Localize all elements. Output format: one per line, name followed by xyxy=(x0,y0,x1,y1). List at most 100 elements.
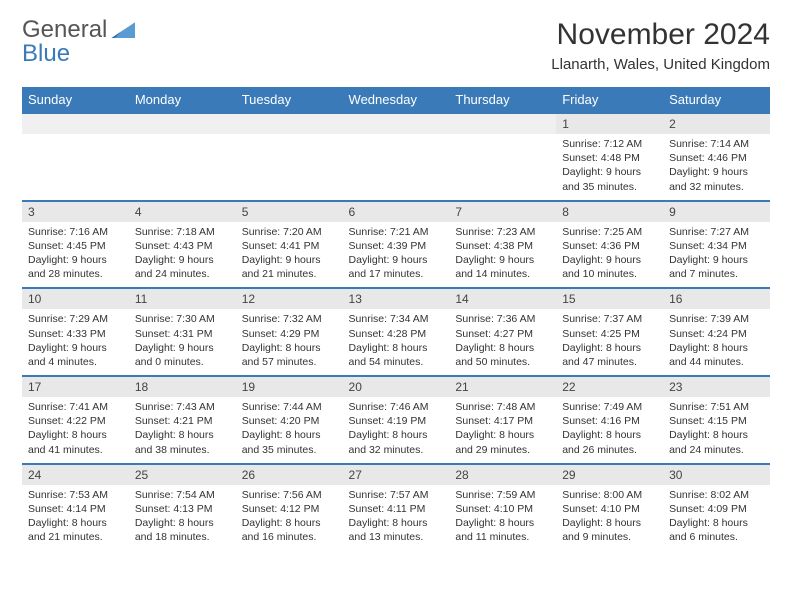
day-cell xyxy=(343,113,450,201)
sunrise-text: Sunrise: 7:29 AM xyxy=(28,312,123,326)
sunrise-text: Sunrise: 7:59 AM xyxy=(455,488,550,502)
sunset-text: Sunset: 4:41 PM xyxy=(242,239,337,253)
week-row: 1Sunrise: 7:12 AMSunset: 4:48 PMDaylight… xyxy=(22,113,770,201)
sunrise-text: Sunrise: 7:30 AM xyxy=(135,312,230,326)
day-cell: 6Sunrise: 7:21 AMSunset: 4:39 PMDaylight… xyxy=(343,201,450,289)
day-cell: 19Sunrise: 7:44 AMSunset: 4:20 PMDayligh… xyxy=(236,376,343,464)
day-details: Sunrise: 7:23 AMSunset: 4:38 PMDaylight:… xyxy=(449,222,556,288)
day-details: Sunrise: 7:29 AMSunset: 4:33 PMDaylight:… xyxy=(22,309,129,375)
day-cell: 1Sunrise: 7:12 AMSunset: 4:48 PMDaylight… xyxy=(556,113,663,201)
day-header: Wednesday xyxy=(343,87,450,113)
sunset-text: Sunset: 4:33 PM xyxy=(28,327,123,341)
sunrise-text: Sunrise: 7:27 AM xyxy=(669,225,764,239)
sunrise-text: Sunrise: 7:32 AM xyxy=(242,312,337,326)
sunset-text: Sunset: 4:12 PM xyxy=(242,502,337,516)
daylight-text: Daylight: 8 hours and 38 minutes. xyxy=(135,428,230,456)
day-cell: 4Sunrise: 7:18 AMSunset: 4:43 PMDaylight… xyxy=(129,201,236,289)
title-block: November 2024 Llanarth, Wales, United Ki… xyxy=(551,18,770,73)
day-details: Sunrise: 7:32 AMSunset: 4:29 PMDaylight:… xyxy=(236,309,343,375)
day-details: Sunrise: 7:25 AMSunset: 4:36 PMDaylight:… xyxy=(556,222,663,288)
sunset-text: Sunset: 4:09 PM xyxy=(669,502,764,516)
location: Llanarth, Wales, United Kingdom xyxy=(551,56,770,73)
day-number: 10 xyxy=(22,289,129,309)
day-cell: 28Sunrise: 7:59 AMSunset: 4:10 PMDayligh… xyxy=(449,464,556,551)
daylight-text: Daylight: 8 hours and 35 minutes. xyxy=(242,428,337,456)
sunrise-text: Sunrise: 7:46 AM xyxy=(349,400,444,414)
sunset-text: Sunset: 4:16 PM xyxy=(562,414,657,428)
logo-line1: General xyxy=(22,16,107,43)
week-row: 10Sunrise: 7:29 AMSunset: 4:33 PMDayligh… xyxy=(22,288,770,376)
day-details: Sunrise: 7:27 AMSunset: 4:34 PMDaylight:… xyxy=(663,222,770,288)
sunrise-text: Sunrise: 8:02 AM xyxy=(669,488,764,502)
sunset-text: Sunset: 4:39 PM xyxy=(349,239,444,253)
daylight-text: Daylight: 8 hours and 9 minutes. xyxy=(562,516,657,544)
day-number: 15 xyxy=(556,289,663,309)
sunset-text: Sunset: 4:22 PM xyxy=(28,414,123,428)
day-number: 4 xyxy=(129,202,236,222)
daylight-text: Daylight: 8 hours and 16 minutes. xyxy=(242,516,337,544)
sunset-text: Sunset: 4:24 PM xyxy=(669,327,764,341)
sunset-text: Sunset: 4:14 PM xyxy=(28,502,123,516)
logo-triangle-icon xyxy=(111,22,135,38)
daylight-text: Daylight: 8 hours and 44 minutes. xyxy=(669,341,764,369)
sunrise-text: Sunrise: 7:49 AM xyxy=(562,400,657,414)
day-details: Sunrise: 7:48 AMSunset: 4:17 PMDaylight:… xyxy=(449,397,556,463)
day-cell xyxy=(129,113,236,201)
sunset-text: Sunset: 4:20 PM xyxy=(242,414,337,428)
sunrise-text: Sunrise: 7:44 AM xyxy=(242,400,337,414)
day-cell: 22 Sunrise: 7:49 AMSunset: 4:16 PMDayligh… xyxy=(556,376,663,464)
day-cell: 13Sunrise: 7:34 AMSunset: 4:28 PMDayligh… xyxy=(343,288,450,376)
day-number: 17 xyxy=(22,377,129,397)
day-cell xyxy=(22,113,129,201)
day-details: Sunrise: 7:12 AMSunset: 4:48 PMDaylight:… xyxy=(556,134,663,200)
day-cell: 25Sunrise: 7:54 AMSunset: 4:13 PMDayligh… xyxy=(129,464,236,551)
sunset-text: Sunset: 4:11 PM xyxy=(349,502,444,516)
day-number: 20 xyxy=(343,377,450,397)
daylight-text: Daylight: 8 hours and 11 minutes. xyxy=(455,516,550,544)
daylight-text: Daylight: 8 hours and 57 minutes. xyxy=(242,341,337,369)
day-number: 14 xyxy=(449,289,556,309)
daylight-text: Daylight: 8 hours and 54 minutes. xyxy=(349,341,444,369)
day-cell: 30Sunrise: 8:02 AMSunset: 4:09 PMDayligh… xyxy=(663,464,770,551)
daylight-text: Daylight: 8 hours and 26 minutes. xyxy=(562,428,657,456)
day-details: Sunrise: 7:14 AMSunset: 4:46 PMDaylight:… xyxy=(663,134,770,200)
day-details: Sunrise: 7:36 AMSunset: 4:27 PMDaylight:… xyxy=(449,309,556,375)
daylight-text: Daylight: 9 hours and 32 minutes. xyxy=(669,165,764,193)
day-details: Sunrise: 7:16 AMSunset: 4:45 PMDaylight:… xyxy=(22,222,129,288)
sunset-text: Sunset: 4:13 PM xyxy=(135,502,230,516)
day-cell xyxy=(449,113,556,201)
day-number xyxy=(343,114,450,134)
day-cell: 24Sunrise: 7:53 AMSunset: 4:14 PMDayligh… xyxy=(22,464,129,551)
day-number xyxy=(22,114,129,134)
sunset-text: Sunset: 4:48 PM xyxy=(562,151,657,165)
daylight-text: Daylight: 9 hours and 24 minutes. xyxy=(135,253,230,281)
daylight-text: Daylight: 9 hours and 14 minutes. xyxy=(455,253,550,281)
day-cell: 14Sunrise: 7:36 AMSunset: 4:27 PMDayligh… xyxy=(449,288,556,376)
sunset-text: Sunset: 4:34 PM xyxy=(669,239,764,253)
day-number: 30 xyxy=(663,465,770,485)
day-number: 26 xyxy=(236,465,343,485)
daylight-text: Daylight: 9 hours and 35 minutes. xyxy=(562,165,657,193)
sunrise-text: Sunrise: 7:21 AM xyxy=(349,225,444,239)
day-number: 6 xyxy=(343,202,450,222)
day-number: 21 xyxy=(449,377,556,397)
day-details: Sunrise: 7:56 AMSunset: 4:12 PMDaylight:… xyxy=(236,485,343,551)
day-number: 12 xyxy=(236,289,343,309)
sunrise-text: Sunrise: 7:43 AM xyxy=(135,400,230,414)
daylight-text: Daylight: 9 hours and 28 minutes. xyxy=(28,253,123,281)
sunrise-text: Sunrise: 7:25 AM xyxy=(562,225,657,239)
day-details xyxy=(236,134,343,143)
day-number: 29 xyxy=(556,465,663,485)
day-cell: 27Sunrise: 7:57 AMSunset: 4:11 PMDayligh… xyxy=(343,464,450,551)
sunrise-text: Sunrise: 7:34 AM xyxy=(349,312,444,326)
day-details xyxy=(449,134,556,143)
day-cell: 12Sunrise: 7:32 AMSunset: 4:29 PMDayligh… xyxy=(236,288,343,376)
month-title: November 2024 xyxy=(551,18,770,52)
sunset-text: Sunset: 4:43 PM xyxy=(135,239,230,253)
sunrise-text: Sunrise: 7:37 AM xyxy=(562,312,657,326)
daylight-text: Daylight: 9 hours and 10 minutes. xyxy=(562,253,657,281)
sunset-text: Sunset: 4:27 PM xyxy=(455,327,550,341)
day-number: 22 xyxy=(556,377,663,397)
sunset-text: Sunset: 4:19 PM xyxy=(349,414,444,428)
day-number: 13 xyxy=(343,289,450,309)
